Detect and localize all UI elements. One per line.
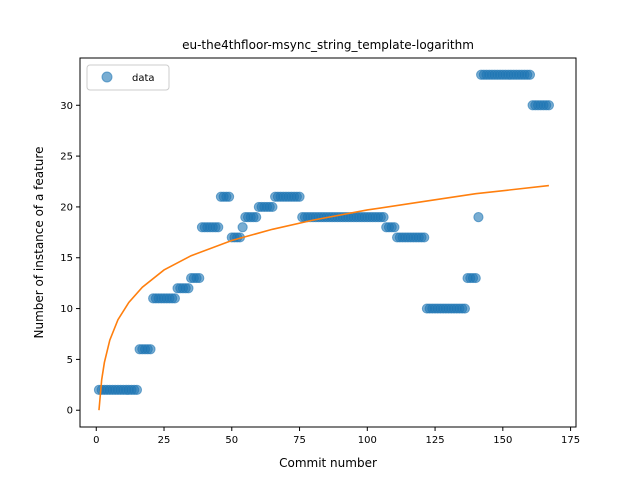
data-point — [473, 211, 484, 223]
data-point — [294, 191, 305, 202]
y-axis-label: Number of instance of a feature — [32, 147, 46, 339]
legend-marker — [101, 71, 113, 83]
x-tick-label: 50 — [225, 435, 238, 446]
x-tick-label: 100 — [358, 435, 377, 446]
x-tick-label: 150 — [493, 435, 512, 446]
y-tick-label: 25 — [60, 152, 73, 163]
fit-line — [98, 184, 549, 411]
data-point — [459, 303, 470, 314]
legend-box — [86, 64, 170, 91]
data-point — [183, 283, 194, 294]
x-tick-label: 75 — [293, 435, 306, 446]
x-tick-label: 25 — [158, 435, 171, 446]
x-tick-label: 175 — [561, 435, 580, 446]
y-tick-label: 0 — [67, 406, 73, 417]
data-point — [267, 201, 278, 213]
x-tick-label: 0 — [93, 435, 99, 446]
y-tick-label: 30 — [60, 101, 73, 112]
axes-frame — [79, 57, 577, 428]
legend-label-data: data — [132, 73, 155, 84]
data-point — [194, 272, 205, 284]
data-point — [131, 384, 143, 395]
y-tick-label: 10 — [60, 304, 73, 315]
x-axis-label: Commit number — [279, 456, 377, 470]
y-tick-label: 20 — [60, 202, 73, 213]
x-tick-label: 125 — [426, 435, 445, 446]
legend: data — [86, 64, 170, 91]
data-point — [543, 100, 555, 111]
data-point — [389, 222, 400, 233]
y-tick-label: 5 — [67, 355, 73, 366]
plot-area — [93, 69, 555, 411]
data-point — [169, 293, 180, 304]
data-point — [237, 222, 248, 233]
data-point — [378, 211, 389, 223]
data-point — [213, 222, 224, 233]
chart-title: eu-the4thfloor-msync_string_template-log… — [182, 38, 474, 52]
axis-ticks: 0 25 50 75 100 125 150 175 0 5 10 15 20 25 30 — [60, 101, 580, 446]
data-point — [223, 191, 235, 202]
data-point — [470, 272, 481, 284]
data-point — [251, 211, 262, 223]
data-point — [145, 344, 156, 355]
data-point — [524, 69, 536, 80]
y-tick-label: 15 — [60, 253, 73, 264]
data-point — [419, 232, 430, 243]
